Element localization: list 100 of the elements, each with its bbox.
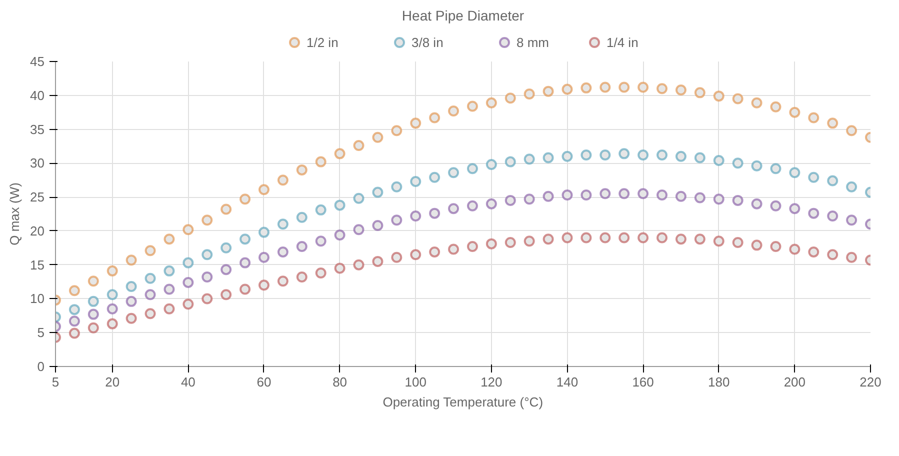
point [486,97,497,108]
point [580,190,592,201]
point [675,234,686,245]
y-tick-label: 40 [30,88,45,103]
point [106,303,118,314]
x-tick-label: 160 [632,374,654,390]
x-tick-label: 200 [784,374,806,390]
point [106,265,118,276]
point [466,100,478,112]
point [448,167,460,178]
point [732,194,744,206]
x-tick-label: 80 [332,374,348,390]
y-tick-label: 35 [30,122,45,137]
point [789,203,800,214]
point [277,276,288,287]
point [164,284,175,295]
point [296,212,308,223]
point [296,164,308,176]
point [353,140,364,152]
point [524,194,535,205]
point [220,204,232,215]
point [164,303,175,314]
point [296,241,308,252]
point [68,316,80,327]
point [144,272,156,284]
point [524,236,535,247]
y-axis-title: Q max (W) [7,182,22,246]
point [732,236,744,248]
point [638,82,649,93]
point [524,154,535,165]
y-tick-label: 15 [30,257,45,272]
point [258,280,270,291]
point [846,125,858,136]
x-tick-label: 60 [256,374,272,390]
point [600,232,611,244]
point [808,112,820,124]
point [675,84,686,96]
point [448,105,460,116]
point [524,88,535,100]
y-tick-label: 5 [37,325,45,340]
point [372,256,384,267]
point [770,241,782,252]
point [334,148,346,160]
point [164,234,175,245]
point [504,194,516,206]
point [144,289,156,300]
point [144,245,156,256]
point [182,257,194,268]
point [144,308,156,320]
point [562,232,573,244]
point [751,160,762,172]
point [638,150,649,161]
point [410,210,422,222]
point [638,188,649,200]
point [391,181,402,192]
point [638,232,649,244]
point [504,92,516,104]
point [542,152,554,164]
point [466,241,478,252]
point [713,236,724,247]
point [713,154,724,166]
point [789,167,800,178]
legend-label: 3/8 in [412,35,444,50]
chart-title: Heat Pipe Diameter [402,8,524,24]
point [846,252,858,263]
point [220,242,232,254]
point [372,186,384,198]
point [694,192,706,204]
point [562,84,573,95]
point [391,214,402,226]
point [656,190,668,201]
point [486,159,497,170]
point [562,150,573,162]
x-tick-label: 40 [180,374,196,390]
point [353,192,364,204]
point [656,232,668,244]
point [846,181,858,192]
point [770,101,782,112]
point [277,174,288,186]
point [391,125,402,136]
y-tick-label: 0 [37,359,45,374]
point [202,249,213,260]
point [732,158,744,169]
point [827,210,838,222]
y-tick-label: 45 [30,54,45,69]
point [448,203,460,214]
point [315,267,326,278]
point [240,234,251,245]
point [675,150,686,162]
point [751,240,762,251]
x-tick-label: 5 [52,374,60,390]
point [542,234,554,245]
point [182,276,194,288]
legend-label: 8 mm [516,35,549,50]
point [182,224,194,236]
point [618,148,630,160]
point [88,308,99,320]
point [315,236,326,247]
point [126,281,137,292]
point [600,82,611,93]
